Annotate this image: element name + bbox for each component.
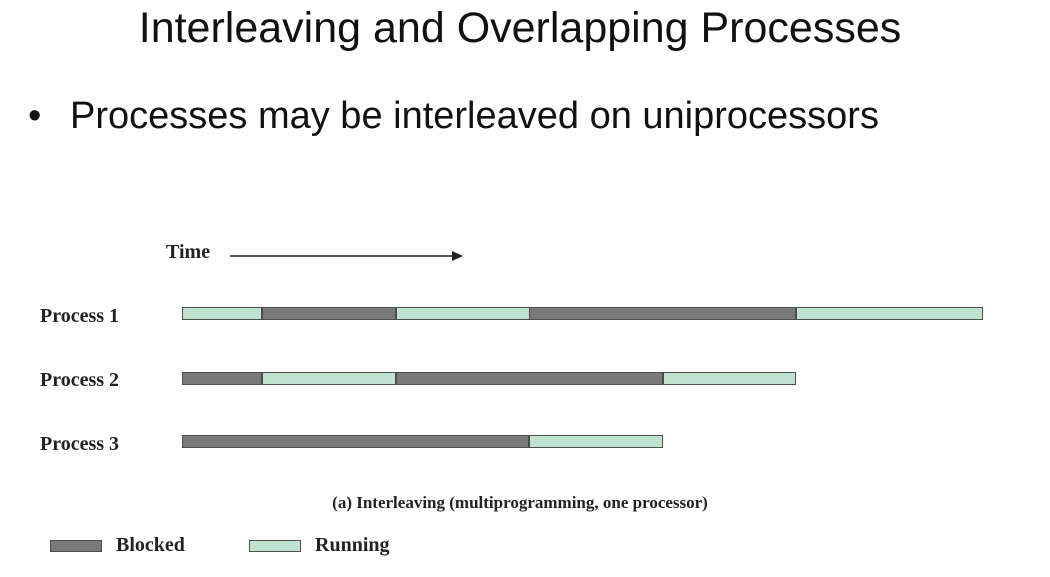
legend-blocked-label: Blocked bbox=[116, 534, 185, 556]
process-1-segment-blocked bbox=[529, 307, 796, 320]
bullet-dot-icon: • bbox=[28, 95, 42, 137]
process-2-segment-blocked bbox=[396, 372, 663, 385]
process-1-timeline bbox=[182, 307, 983, 320]
diagram-caption: (a) Interleaving (multiprogramming, one … bbox=[332, 493, 708, 512]
process-3-timeline bbox=[182, 435, 663, 448]
process-2-timeline bbox=[182, 372, 796, 385]
time-label: Time bbox=[166, 241, 211, 263]
process-1-segment-running bbox=[796, 307, 983, 320]
process-2-segment-running bbox=[262, 372, 396, 385]
legend-blocked-swatch bbox=[50, 539, 102, 552]
legend-running-label: Running bbox=[315, 534, 390, 556]
process-1-label: Process 1 bbox=[40, 305, 120, 327]
time-arrow-icon bbox=[230, 251, 463, 261]
bullet-item: • Processes may be interleaved on uniproc… bbox=[28, 93, 879, 139]
process-2-segment-blocked bbox=[182, 372, 262, 385]
legend-running: Running bbox=[249, 534, 390, 557]
process-1-segment-running bbox=[396, 307, 530, 320]
slide-title: Interleaving and Overlapping Processes bbox=[138, 4, 902, 52]
legend-running-swatch bbox=[249, 539, 301, 552]
process-1-segment-running bbox=[182, 307, 262, 320]
process-3-segment-blocked bbox=[182, 435, 529, 448]
legend-blocked: Blocked bbox=[50, 534, 185, 557]
process-2-segment-running bbox=[663, 372, 796, 385]
process-2-label: Process 2 bbox=[40, 369, 120, 391]
process-1-segment-blocked bbox=[262, 307, 396, 320]
bullet-text: Processes may be interleaved on uniproce… bbox=[70, 95, 879, 137]
process-3-label: Process 3 bbox=[40, 433, 120, 455]
process-3-segment-running bbox=[529, 435, 663, 448]
